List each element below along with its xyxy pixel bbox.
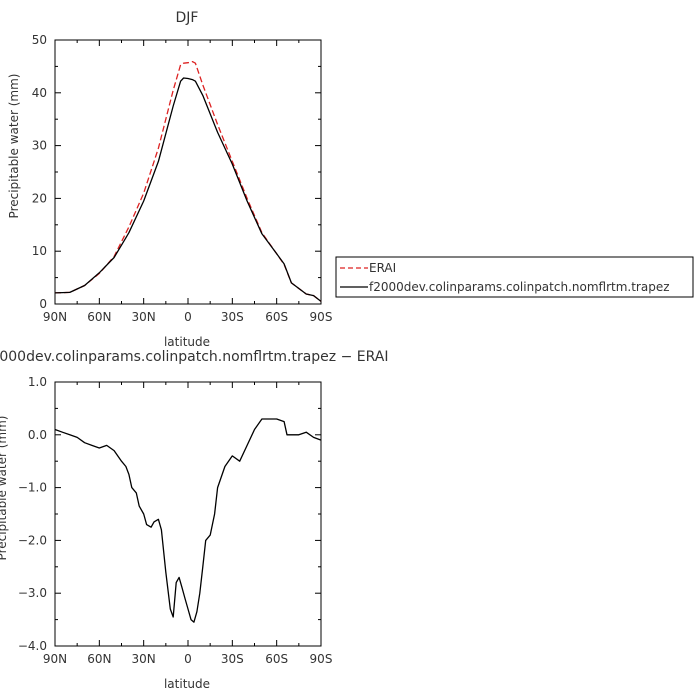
series-lines-bottom — [54, 418, 322, 623]
chart-title-bottom: f2000dev.colinparams.colinpatch.nomflrtm… — [0, 349, 388, 365]
x-tick-label: 0 — [184, 652, 192, 666]
y-tick-label: 20 — [32, 191, 47, 205]
legend-label-erai: ERAI — [369, 261, 396, 275]
series-line-0-1 — [54, 77, 322, 302]
ticks-bottom: 90N 60N 30N 0 30S 60S 90S 1.0 0.0 −1.0 −2.0 −3.0 −4.… — [18, 375, 333, 666]
panel-top: DJF Precipitable water (mm) latitude 90N… — [7, 10, 332, 349]
ticks-top: 90N 60N 30N 0 30S 60S 90S 0 10 20 30 40 50 — [32, 33, 333, 324]
x-tick-label: 60N — [87, 652, 111, 666]
y-axis-label-top: Precipitable water (mm) — [7, 74, 21, 219]
y-tick-label: 0.0 — [28, 428, 47, 442]
y-tick-label: −1.0 — [18, 481, 47, 495]
y-tick-label: −4.0 — [18, 639, 47, 653]
plot-frame-top — [54, 39, 322, 305]
plot-frame-bottom — [54, 381, 322, 647]
y-tick-label: 50 — [32, 33, 47, 47]
x-tick-label: 30N — [132, 310, 156, 324]
x-tick-label: 60S — [265, 310, 288, 324]
x-axis-label-top: latitude — [164, 335, 210, 349]
series-line-1-0 — [54, 418, 322, 623]
x-tick-label: 90N — [43, 652, 67, 666]
x-tick-label: 0 — [184, 310, 192, 324]
y-tick-label: 30 — [32, 139, 47, 153]
y-tick-label: 10 — [32, 244, 47, 258]
y-tick-label: 0 — [39, 297, 47, 311]
x-axis-label-bottom: latitude — [164, 677, 210, 691]
chart-title-top: DJF — [176, 10, 199, 26]
y-tick-label: 40 — [32, 86, 47, 100]
y-axis-label-bottom: Precipitable water (mm) — [0, 416, 9, 561]
x-tick-label: 90N — [43, 310, 67, 324]
legend-box — [335, 256, 694, 298]
x-tick-label: 60N — [87, 310, 111, 324]
series-line-0-0 — [54, 60, 322, 302]
y-tick-label: 1.0 — [28, 375, 47, 389]
x-tick-label: 90S — [310, 652, 333, 666]
series-lines-top — [54, 60, 322, 302]
legend-label-model: f2000dev.colinparams.colinpatch.nomflrtm… — [369, 280, 670, 294]
x-tick-label: 30N — [132, 652, 156, 666]
y-tick-label: −2.0 — [18, 533, 47, 547]
x-tick-label: 30S — [221, 310, 244, 324]
y-tick-label: −3.0 — [18, 586, 47, 600]
panel-bottom: f2000dev.colinparams.colinpatch.nomflrtm… — [0, 349, 388, 691]
x-tick-label: 60S — [265, 652, 288, 666]
x-tick-label: 90S — [310, 310, 333, 324]
x-tick-label: 30S — [221, 652, 244, 666]
legend: ERAI f2000dev.colinparams.colinpatch.nom… — [335, 256, 694, 298]
